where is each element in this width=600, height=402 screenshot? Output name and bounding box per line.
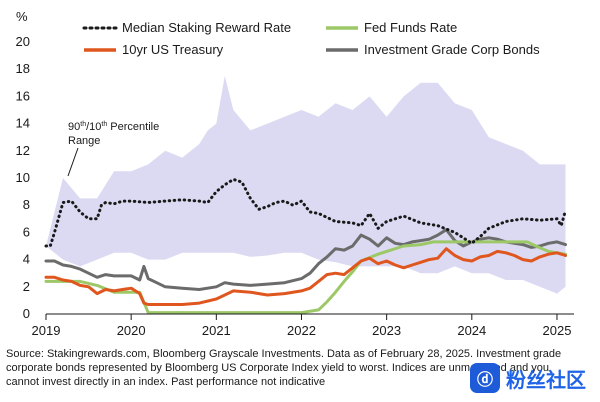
y-tick-label: 16 xyxy=(16,88,30,103)
watermark-logo-icon: ⓓ xyxy=(470,363,500,393)
annotation-pointer xyxy=(67,147,79,177)
x-tick-label: 2024 xyxy=(457,323,486,338)
watermark-text: 粉丝社区 xyxy=(506,367,586,392)
annotation-sup1: th xyxy=(80,121,86,128)
series-line-investment-grade-corp-bonds xyxy=(44,228,567,291)
chart: Median Staking Reward Rate Fed Funds Rat… xyxy=(16,9,574,338)
x-axis-ticks: 2019 2020 2021 2022 2023 2024 2025 xyxy=(32,314,572,338)
y-tick-label: 2 xyxy=(23,279,30,294)
y-axis-ticks: 0 2 4 6 8 10 12 14 16 18 20 xyxy=(16,34,30,321)
annotation-line2: Range xyxy=(68,135,100,147)
y-tick-label: 12 xyxy=(16,143,30,158)
series-line-10yr-us-treasury xyxy=(44,247,567,306)
x-tick-label: 2025 xyxy=(543,323,572,338)
band-annotation: 90th/10th Percentile Range xyxy=(67,121,159,177)
legend-label-median-staking: Median Staking Reward Rate xyxy=(122,20,291,35)
annotation-end: Percentile xyxy=(107,121,159,133)
x-tick-label: 2021 xyxy=(202,323,231,338)
annotation-line1: 90th/10th Percentile xyxy=(68,121,159,133)
x-tick-label: 2020 xyxy=(117,323,146,338)
y-tick-label: 10 xyxy=(16,170,30,185)
series-line-median-staking-reward-rate xyxy=(44,177,567,248)
y-tick-label: 18 xyxy=(16,61,30,76)
y-tick-label: 20 xyxy=(16,34,30,49)
legend: Median Staking Reward Rate Fed Funds Rat… xyxy=(82,20,540,57)
legend-label-10yr-treasury: 10yr US Treasury xyxy=(122,42,224,57)
annotation-base: 90 xyxy=(68,121,80,133)
y-tick-label: 8 xyxy=(23,197,30,212)
x-tick-label: 2022 xyxy=(287,323,316,338)
y-unit-label: % xyxy=(16,9,28,24)
legend-label-fed-funds: Fed Funds Rate xyxy=(364,20,457,35)
percentile-band xyxy=(46,76,566,294)
annotation-mid: /10 xyxy=(86,121,101,133)
y-tick-label: 0 xyxy=(23,306,30,321)
watermark-badge: ⓓ 粉丝社区 xyxy=(470,358,596,398)
y-tick-label: 4 xyxy=(23,252,30,267)
legend-label-ig-corp-bonds: Investment Grade Corp Bonds xyxy=(364,42,540,57)
annotation-sup2: th xyxy=(101,121,107,128)
y-tick-label: 6 xyxy=(23,224,30,239)
source-note: Source: Stakingrewards.com, Bloomberg Gr… xyxy=(6,348,562,388)
x-tick-label: 2023 xyxy=(372,323,401,338)
y-tick-label: 14 xyxy=(16,116,30,131)
x-tick-label: 2019 xyxy=(32,323,61,338)
series-layer xyxy=(44,177,567,315)
